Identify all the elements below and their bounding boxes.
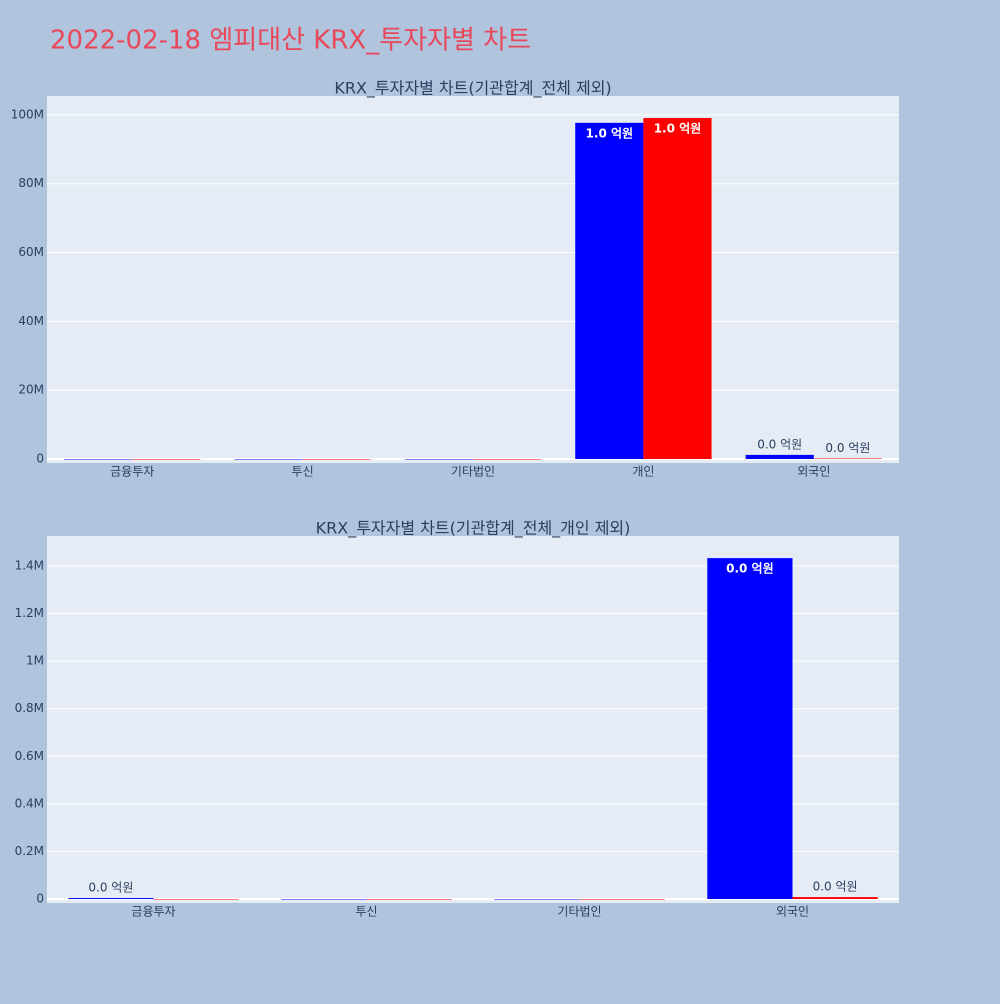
- data-label: 0.0 억원: [825, 441, 870, 455]
- data-label: 1.0 억원: [586, 126, 634, 140]
- y-tick-label: 1M: [26, 654, 44, 668]
- x-tick-label: 투신: [292, 465, 314, 479]
- y-tick-label: 0: [36, 452, 44, 466]
- plot-area: [47, 96, 899, 463]
- y-tick-label: 0.2M: [15, 844, 44, 858]
- bar: [473, 459, 542, 460]
- bar: [234, 459, 303, 460]
- bar: [792, 897, 878, 900]
- bar: [132, 459, 201, 460]
- bar: [745, 454, 814, 460]
- bar: [302, 459, 371, 460]
- bar: [707, 558, 793, 900]
- data-label: 0.0 억원: [88, 881, 133, 895]
- bar: [68, 898, 154, 900]
- y-tick-label: 60M: [18, 245, 44, 259]
- bar: [813, 458, 882, 460]
- bar: [281, 899, 367, 900]
- y-tick-label: 0.4M: [15, 796, 44, 810]
- bar: [575, 122, 644, 460]
- y-tick-label: 20M: [18, 383, 44, 397]
- bar: [64, 459, 133, 460]
- bar: [366, 899, 452, 900]
- bar: [579, 899, 665, 900]
- bar: [494, 899, 580, 900]
- x-tick-label: 기타법인: [557, 905, 601, 919]
- data-label: 1.0 억원: [654, 122, 702, 136]
- x-tick-label: 개인: [632, 465, 654, 479]
- bar: [153, 899, 239, 900]
- data-label: 0.0 억원: [726, 562, 774, 576]
- y-tick-label: 0.6M: [15, 749, 44, 763]
- data-label: 0.0 억원: [757, 437, 802, 451]
- bar: [404, 459, 473, 460]
- y-tick-label: 0: [36, 892, 44, 906]
- x-tick-label: 투신: [355, 905, 377, 919]
- x-tick-label: 금융투자: [131, 905, 175, 919]
- data-label: 0.0 억원: [813, 880, 858, 894]
- x-tick-label: 기타법인: [451, 465, 495, 479]
- y-tick-label: 80M: [18, 176, 44, 190]
- y-tick-label: 1.2M: [15, 606, 44, 620]
- x-tick-label: 외국인: [776, 905, 809, 919]
- chart-title: KRX_투자자별 차트(기관합계_전체 제외): [334, 79, 611, 99]
- y-tick-label: 40M: [18, 314, 44, 328]
- page-title: 2022-02-18 엠피대산 KRX_투자자별 차트: [50, 26, 531, 56]
- x-tick-label: 외국인: [797, 465, 830, 479]
- y-tick-label: 1.4M: [15, 558, 44, 572]
- bar: [643, 118, 712, 460]
- y-tick-label: 0.8M: [15, 701, 44, 715]
- y-tick-label: 100M: [11, 107, 44, 121]
- chart-title: KRX_투자자별 차트(기관합계_전체_개인 제외): [316, 519, 631, 539]
- x-tick-label: 금융투자: [110, 465, 154, 479]
